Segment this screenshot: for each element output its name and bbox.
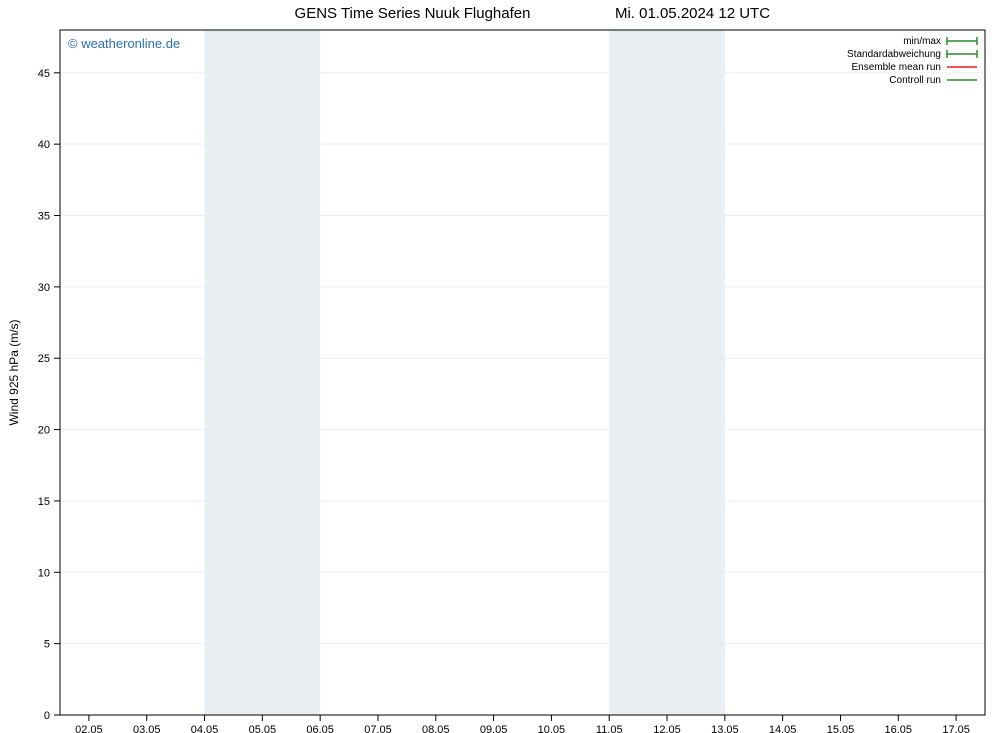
x-tick-label: 06.05 (306, 724, 334, 733)
x-tick-label: 08.05 (422, 724, 450, 733)
legend-label: min/max (903, 36, 941, 47)
x-tick-label: 13.05 (711, 724, 739, 733)
y-tick-label: 40 (38, 139, 50, 151)
x-tick-label: 15.05 (827, 724, 855, 733)
x-tick-label: 07.05 (364, 724, 392, 733)
x-tick-label: 02.05 (75, 724, 103, 733)
watermark: © weatheronline.de (68, 36, 180, 51)
chart-svg: 0 5 10 15 20 25 30 35 40 45 02.05 03.05 04.05 05.05 06… (0, 0, 1000, 733)
x-tick-label: 14.05 (769, 724, 797, 733)
y-tick-label: 0 (44, 710, 50, 722)
x-tick-label: 04.05 (191, 724, 219, 733)
x-tick-label: 16.05 (885, 724, 913, 733)
chart-title-left: GENS Time Series Nuuk Flughafen (295, 5, 531, 22)
y-tick-label: 30 (38, 282, 50, 294)
x-tick-label: 09.05 (480, 724, 508, 733)
x-tick-label: 12.05 (653, 724, 681, 733)
y-tick-label: 15 (38, 496, 50, 508)
y-tick-label: 45 (38, 68, 50, 80)
x-tick-label: 03.05 (133, 724, 161, 733)
x-tick-label: 10.05 (538, 724, 566, 733)
y-tick-label: 5 (44, 639, 50, 651)
y-tick-label: 35 (38, 211, 50, 223)
weekend-band (205, 30, 321, 715)
legend-label: Standardabweichung (847, 49, 941, 60)
chart-container: 0 5 10 15 20 25 30 35 40 45 02.05 03.05 04.05 05.05 06… (0, 0, 1000, 733)
legend-label: Controll run (889, 75, 941, 86)
y-tick-label: 25 (38, 353, 50, 365)
x-tick-label: 11.05 (596, 724, 623, 733)
chart-title-right: Mi. 01.05.2024 12 UTC (615, 5, 770, 22)
legend-label: Ensemble mean run (852, 62, 942, 73)
weekend-band (609, 30, 725, 715)
y-tick-label: 10 (38, 567, 50, 579)
y-tick-label: 20 (38, 425, 50, 437)
x-tick-label: 05.05 (249, 724, 277, 733)
y-axis-label: Wind 925 hPa (m/s) (7, 319, 21, 425)
x-tick-label: 17.05 (942, 724, 970, 733)
